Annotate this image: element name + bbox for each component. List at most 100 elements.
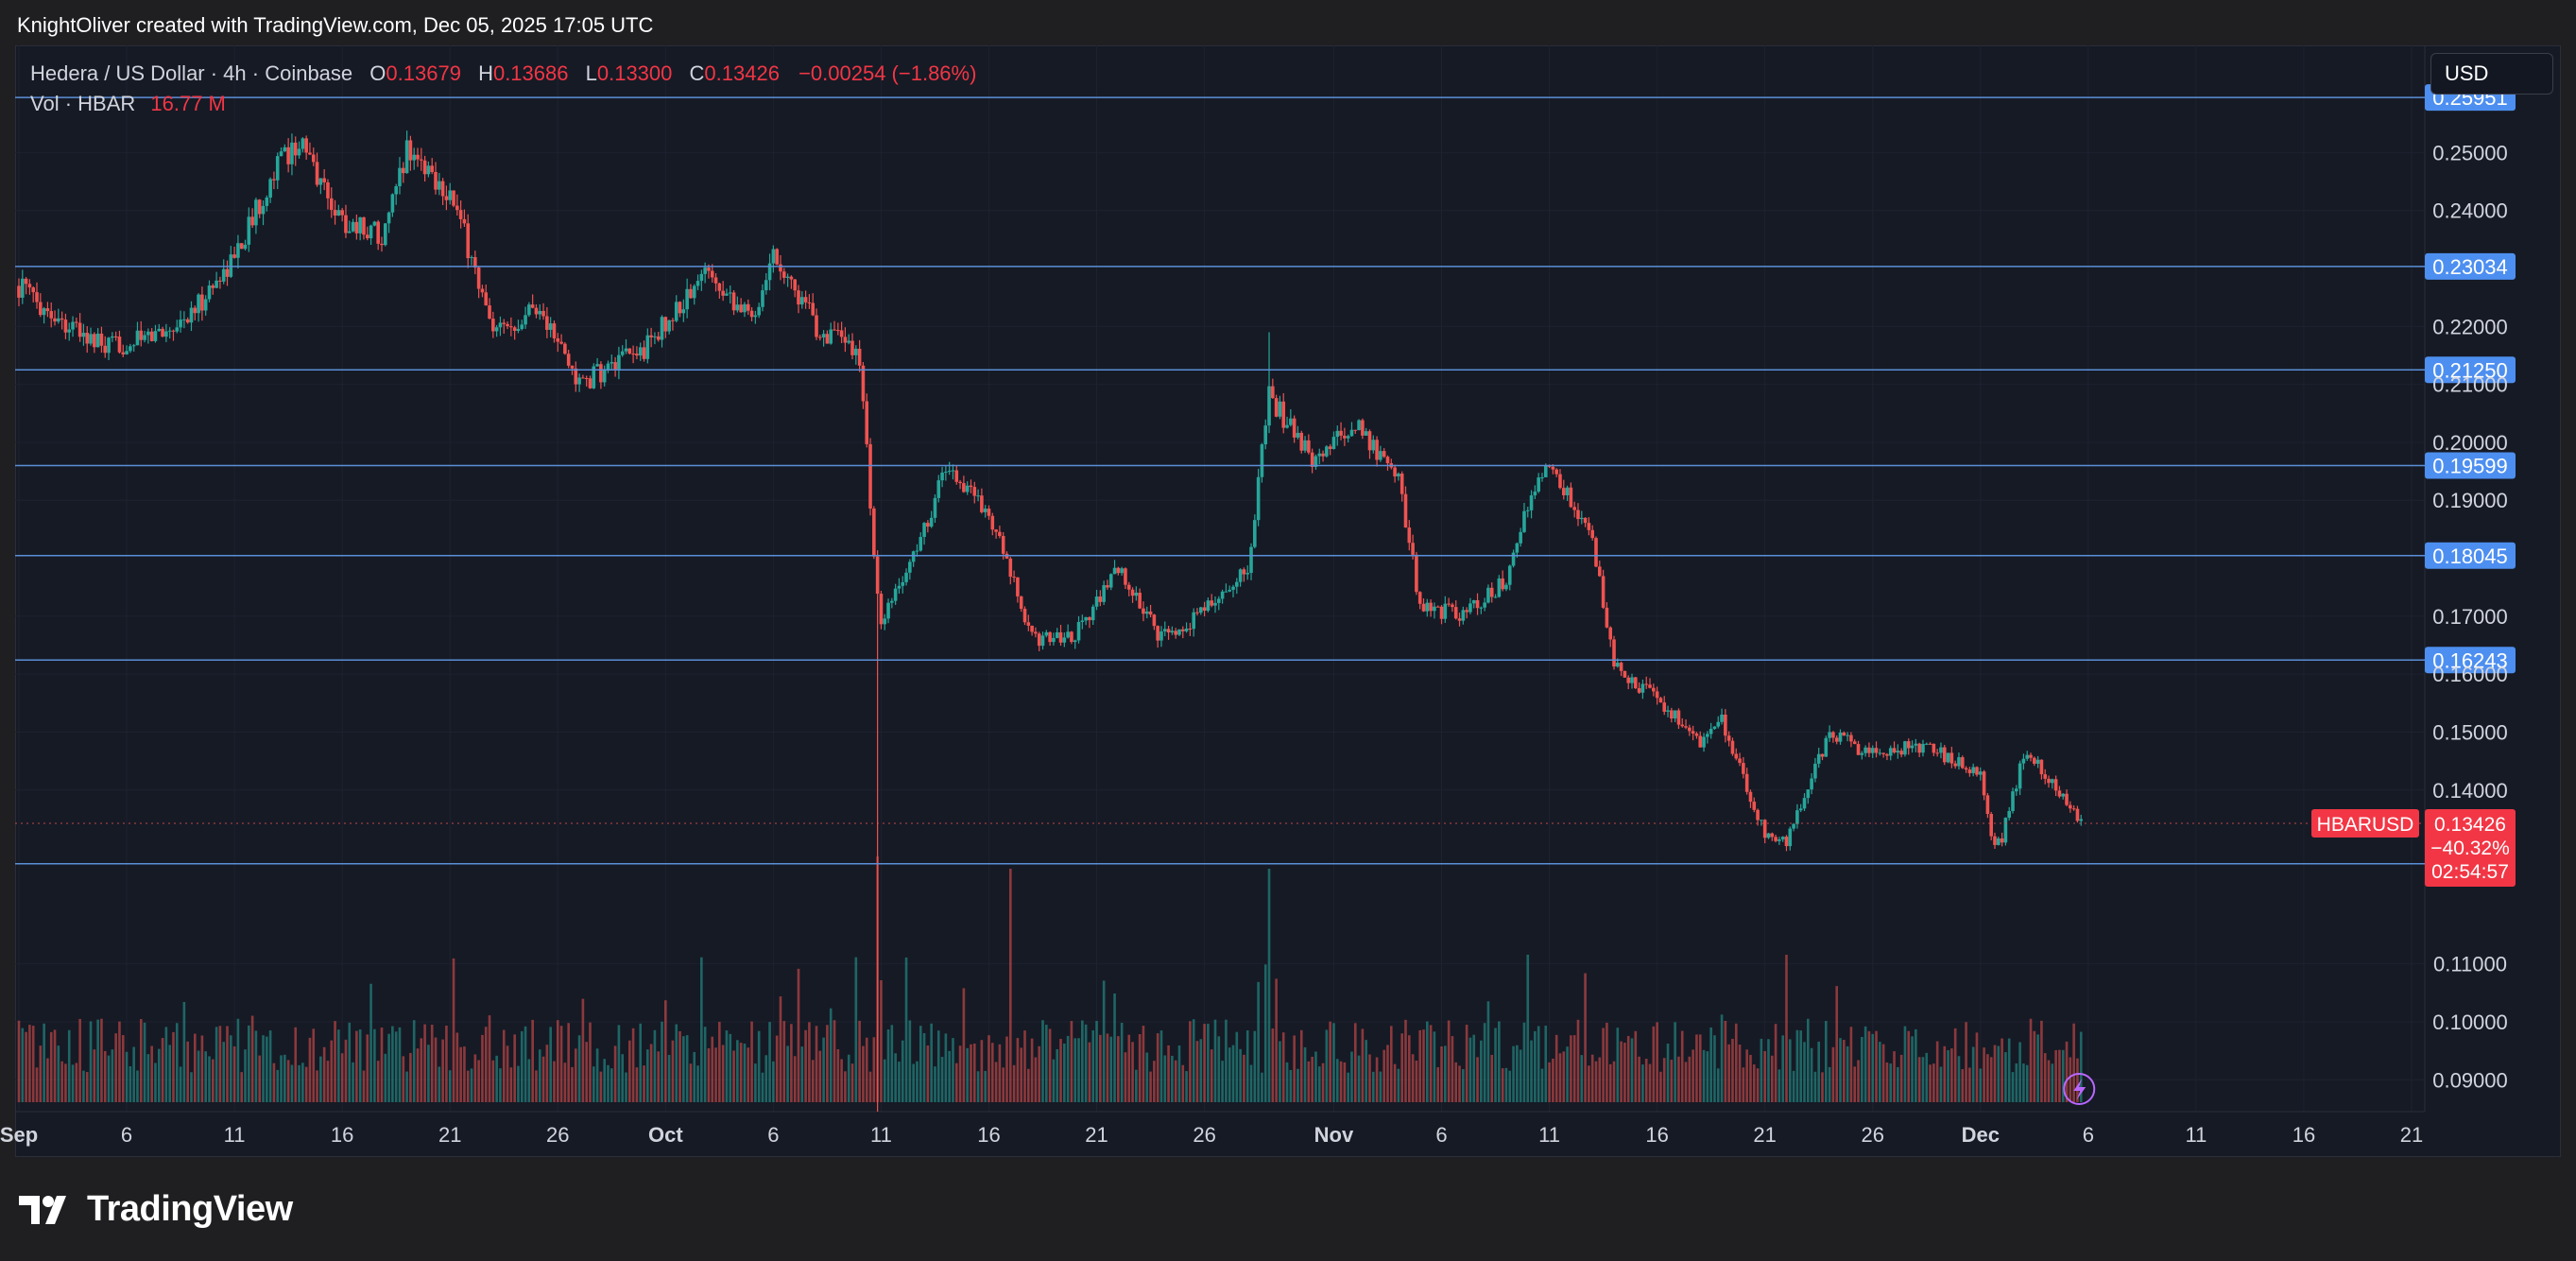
volume-bar — [481, 1034, 484, 1102]
ohlc-row: Hedera / US Dollar · 4h · Coinbase O0.13… — [30, 59, 976, 89]
volume-bar — [1781, 1035, 1784, 1102]
candle-body — [1921, 743, 1925, 753]
candle-body — [1016, 577, 1020, 596]
candle-body — [1756, 809, 1760, 821]
candle-body — [85, 333, 90, 344]
volume-bar — [901, 1040, 904, 1102]
candle-body — [548, 323, 553, 330]
volume-bar — [1680, 1030, 1684, 1102]
candle-body — [1616, 663, 1620, 667]
candle-body — [1260, 444, 1264, 477]
candle-body — [1716, 721, 1721, 727]
volume-bar — [610, 1068, 613, 1102]
chart-frame[interactable] — [15, 45, 2561, 1157]
volume-bar — [463, 1046, 466, 1102]
candle-body — [1519, 531, 1522, 544]
candle-body — [1224, 591, 1228, 593]
candle-body — [221, 268, 226, 282]
candle-body — [1040, 635, 1045, 647]
volume-bar — [2079, 1031, 2083, 1102]
tradingview-brand[interactable]: TradingView — [19, 1189, 293, 1230]
volume-bar — [836, 1048, 840, 1102]
volume-bar — [966, 1047, 969, 1102]
candle-body — [1471, 599, 1476, 604]
volume-bar — [1454, 1062, 1458, 1102]
volume-bar — [711, 1036, 714, 1102]
candle-body — [31, 287, 36, 293]
volume-bar — [1207, 1023, 1210, 1102]
volume-bar — [868, 1071, 872, 1102]
volume-bar — [1584, 973, 1587, 1102]
volume-bar — [858, 1020, 861, 1102]
candle-body — [2039, 759, 2044, 775]
candle-body — [1964, 768, 1968, 770]
candle-body — [247, 216, 251, 245]
candle-body — [1953, 763, 1957, 767]
symbol-name[interactable]: Hedera / US Dollar · 4h · Coinbase — [30, 61, 353, 85]
volume-bar — [1271, 1028, 1275, 1102]
candle-body — [1684, 726, 1688, 728]
volume-bar — [71, 1064, 75, 1102]
candle-body — [1493, 596, 1498, 598]
volume-bar — [1192, 1019, 1195, 1102]
volume-bar — [384, 1053, 387, 1102]
volume-bar — [1616, 1028, 1620, 1102]
volume-bar — [1317, 1066, 1321, 1102]
candle-body — [1429, 602, 1433, 612]
candle-body — [502, 322, 507, 324]
candle-body — [333, 210, 337, 216]
volume-bar — [517, 1065, 520, 1102]
volume-bar — [1526, 955, 1530, 1102]
candle-body — [1537, 477, 1540, 492]
candle-body — [1486, 587, 1490, 603]
volume-bar — [1465, 1025, 1468, 1102]
volume-bar — [64, 1063, 67, 1102]
volume-bar — [635, 1067, 639, 1102]
level-label: 0.16243 — [2432, 648, 2508, 672]
volume-bar — [577, 1035, 581, 1102]
candle-body — [1108, 574, 1113, 588]
candle-body — [458, 210, 463, 219]
volume-bar — [1361, 1028, 1365, 1102]
candle-body — [1210, 600, 1213, 606]
volume-bar — [1997, 1045, 2001, 1102]
candle-body — [1522, 510, 1526, 532]
candle-body — [545, 316, 549, 330]
chart-legend: Hedera / US Dollar · 4h · Coinbase O0.13… — [30, 59, 976, 119]
volume-bar — [1983, 1047, 1985, 1102]
candle-body — [725, 293, 729, 296]
volume-bar — [1777, 1069, 1781, 1102]
brand-name: TradingView — [87, 1189, 293, 1229]
candle-body — [987, 509, 991, 516]
volume-bar — [215, 1027, 218, 1102]
candle-body — [1152, 614, 1157, 627]
volume-label[interactable]: Vol · HBAR — [30, 92, 136, 115]
candle-body — [1658, 698, 1663, 703]
lightning-icon[interactable] — [2063, 1073, 2096, 1105]
candle-body — [1367, 431, 1372, 451]
candle-body — [893, 588, 898, 601]
volume-bar — [276, 1069, 280, 1102]
candle-body — [1802, 798, 1807, 809]
volume-bar — [1124, 1052, 1127, 1102]
candle-body — [185, 319, 190, 323]
volume-bar — [1235, 1031, 1239, 1102]
candle-body — [1612, 639, 1616, 667]
volume-bar — [1189, 1021, 1192, 1102]
volume-bar — [1407, 1035, 1411, 1102]
volume-bar — [1745, 1049, 1748, 1102]
volume-bar — [473, 1054, 477, 1102]
volume-bar — [556, 1020, 559, 1102]
candle-body — [218, 280, 222, 282]
volume-bar — [675, 1024, 678, 1102]
volume-bar — [85, 1072, 89, 1102]
currency-selector[interactable]: USD — [2430, 53, 2553, 95]
volume-bar — [121, 1035, 125, 1102]
volume-bar — [1063, 1043, 1066, 1102]
candle-body — [340, 210, 344, 216]
volume-bar — [592, 1066, 595, 1102]
volume-bar — [1135, 1069, 1138, 1102]
candle-body — [1339, 430, 1343, 436]
volume-bar — [1185, 1071, 1188, 1102]
